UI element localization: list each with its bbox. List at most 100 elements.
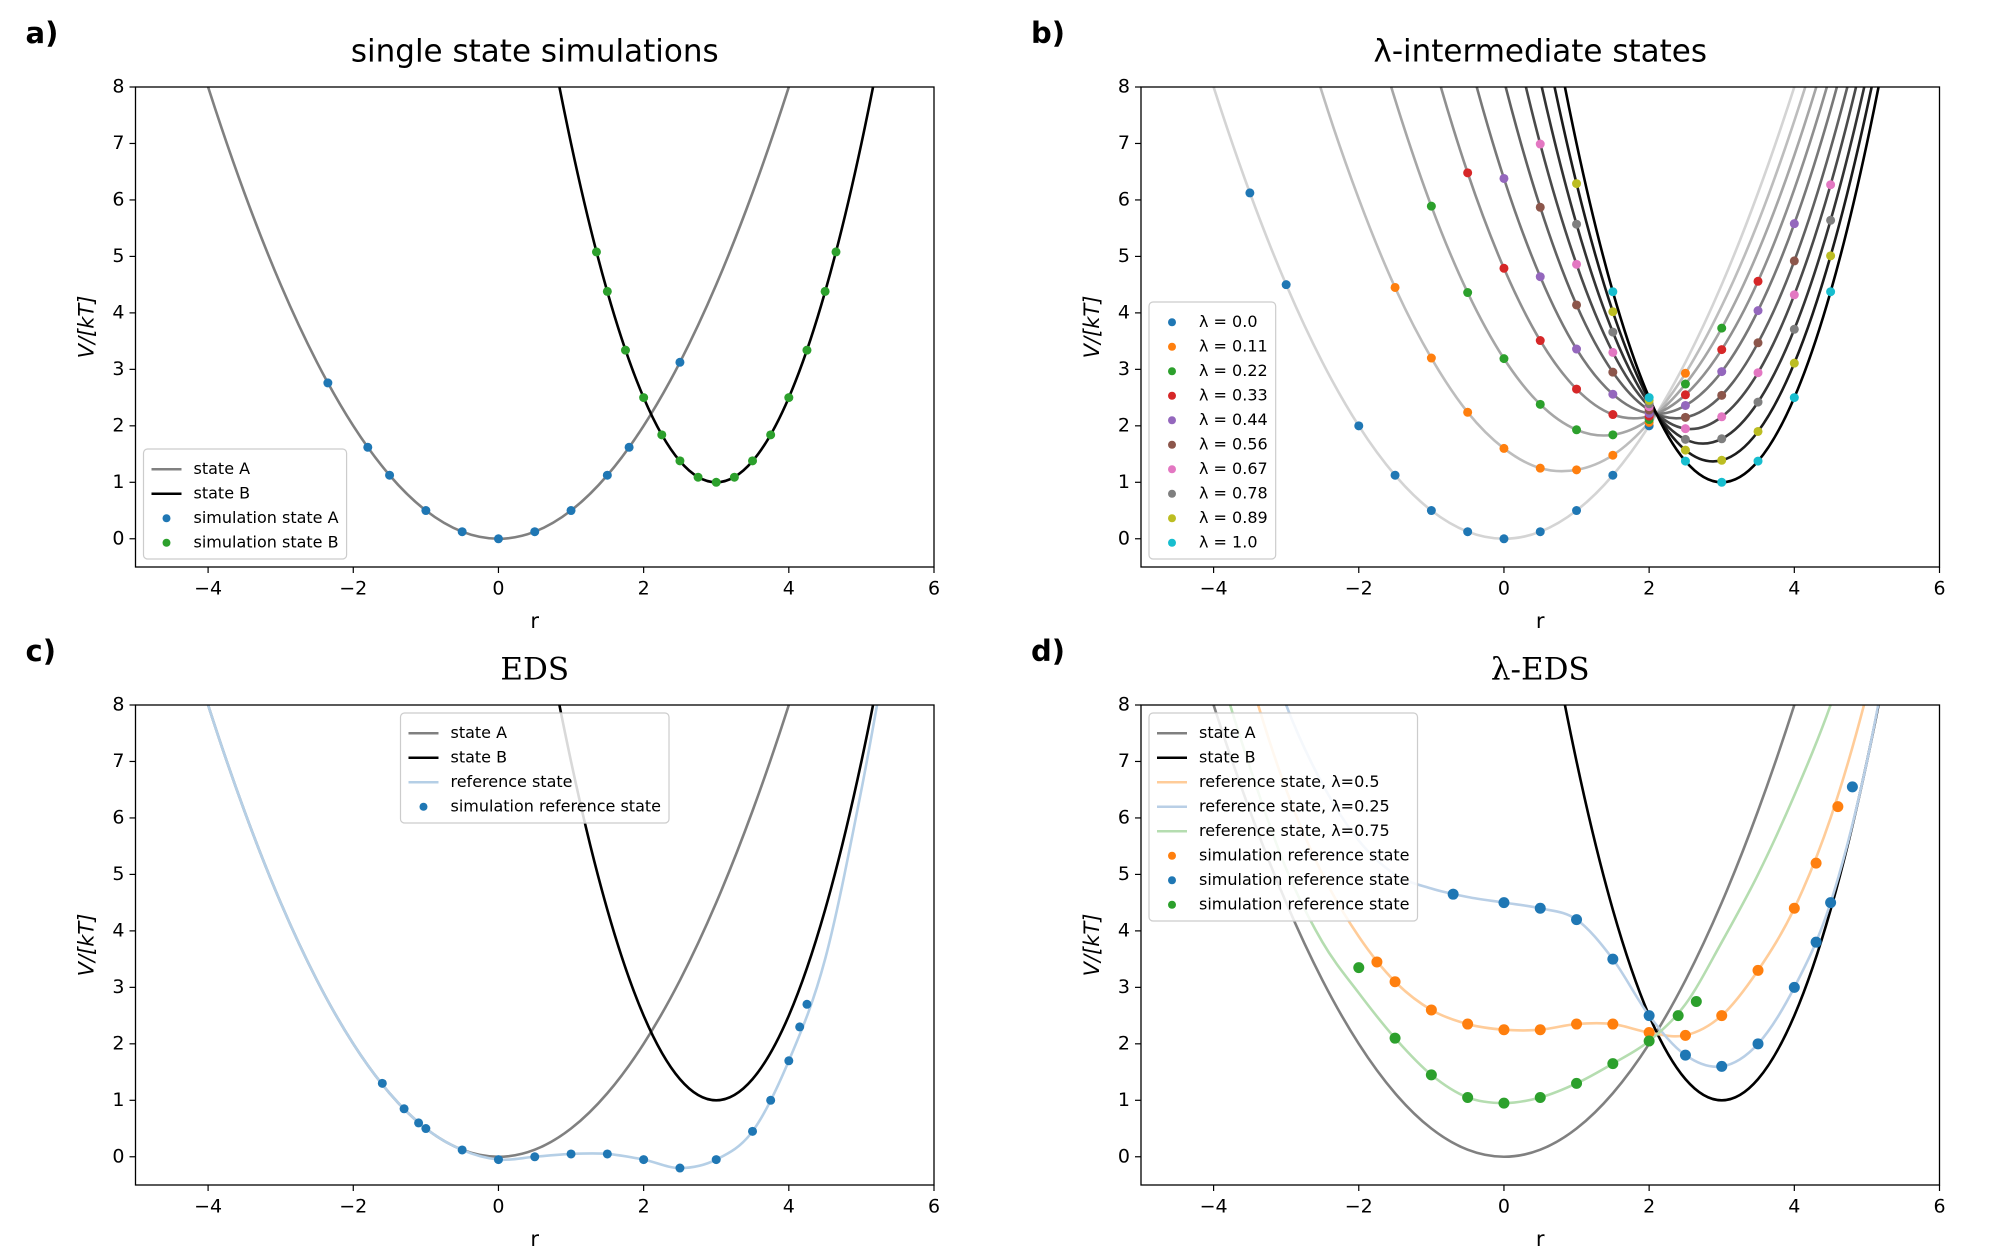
legend-handle <box>1168 440 1176 449</box>
point <box>620 345 630 355</box>
point <box>1572 300 1582 310</box>
point <box>1789 324 1799 334</box>
legend-handle <box>1168 367 1176 376</box>
legend: state A state B simulation state A simulati… <box>142 448 348 560</box>
x-tick-label: 2 <box>1643 578 1655 600</box>
x-tick-label: 4 <box>1788 578 1800 600</box>
point <box>1752 964 1764 976</box>
point <box>1389 1032 1401 1044</box>
point <box>1608 410 1618 420</box>
point <box>1571 1018 1583 1030</box>
point <box>1608 347 1618 357</box>
point <box>399 1104 409 1114</box>
point <box>1716 1010 1728 1022</box>
point <box>1498 1097 1510 1109</box>
point <box>1607 953 1619 965</box>
point <box>748 1126 758 1136</box>
point <box>624 442 634 452</box>
point <box>1572 179 1582 189</box>
x-axis-label: r <box>1536 1227 1545 1247</box>
point <box>1463 288 1473 298</box>
point <box>421 506 431 516</box>
y-tick-label: 1 <box>112 1089 124 1111</box>
y-tick-label: 0 <box>1118 1145 1130 1167</box>
point <box>1643 1010 1655 1022</box>
legend-label: λ = 0.89 <box>1199 508 1268 527</box>
point <box>1498 897 1510 909</box>
x-tick-label: −2 <box>339 1196 367 1218</box>
y-tick-label: 8 <box>112 694 124 716</box>
point <box>1425 1004 1437 1016</box>
y-tick-label: 3 <box>112 358 124 380</box>
point <box>1281 280 1291 290</box>
legend-handle <box>1168 465 1176 474</box>
legend-handle <box>1168 514 1176 523</box>
line <box>206 87 791 541</box>
y-axis-label: V/[kT] <box>75 914 99 977</box>
y-tick-label: 3 <box>1118 976 1130 998</box>
y-tick-label: 5 <box>1118 245 1130 267</box>
x-tick-label: 4 <box>783 1196 795 1218</box>
point <box>1717 434 1727 444</box>
y-tick-label: 7 <box>112 750 124 772</box>
legend: λ = 0.0 λ = 0.11 λ = 0.22 λ = 0.33 λ = 0.44 λ… <box>1148 301 1277 560</box>
point <box>591 247 601 257</box>
x-axis-label: r <box>530 1227 539 1247</box>
legend-label: state A <box>194 459 251 478</box>
legend: state A state B reference state simulation … <box>399 712 670 824</box>
legend-label: state B <box>450 747 507 766</box>
point <box>566 506 576 516</box>
point <box>1717 390 1727 400</box>
point <box>1608 389 1618 399</box>
point <box>831 247 841 257</box>
y-tick-label: 2 <box>1118 1032 1130 1054</box>
y-tick-label: 3 <box>112 976 124 998</box>
legend-label: state A <box>1199 723 1256 742</box>
point <box>1680 456 1690 466</box>
point <box>1717 455 1727 465</box>
chart-title: λ-intermediate states <box>1373 34 1707 70</box>
panel: b) λ-intermediate states r V/[kT] −4 −2 0 2 4 6 0 1… <box>1031 16 1946 633</box>
chart-title: EDS <box>500 652 569 688</box>
axes-frame <box>1140 704 1941 1186</box>
point <box>639 393 649 403</box>
legend-handle <box>162 538 171 547</box>
x-tick-label: 6 <box>928 578 940 600</box>
legend-label: λ = 0.11 <box>1199 336 1268 355</box>
x-tick-label: 4 <box>1788 1196 1800 1218</box>
chart-title: single state simulations <box>351 34 719 70</box>
point <box>1499 354 1509 364</box>
line <box>1563 705 1880 1102</box>
y-tick-label: 0 <box>112 1145 124 1167</box>
point <box>530 527 540 537</box>
point <box>1535 139 1545 149</box>
point <box>421 1124 431 1134</box>
point <box>1426 506 1436 516</box>
y-tick-label: 6 <box>112 188 124 210</box>
point <box>802 345 812 355</box>
x-tick-label: 6 <box>1933 1196 1945 1218</box>
point <box>1462 1091 1474 1103</box>
point <box>493 1155 503 1165</box>
y-tick-label: 4 <box>112 919 124 941</box>
point <box>1608 367 1618 377</box>
point <box>1499 534 1509 544</box>
legend-label: simulation reference state <box>1199 845 1410 864</box>
point <box>1788 902 1800 914</box>
legend-handle <box>1168 538 1176 547</box>
point <box>1832 801 1844 813</box>
legend-handle <box>1168 900 1176 909</box>
point <box>1644 393 1654 403</box>
point <box>1716 1060 1728 1072</box>
legend-label: reference state, λ=0.5 <box>1199 772 1380 791</box>
legend-frame <box>142 448 348 560</box>
point <box>711 1155 721 1165</box>
y-tick-label: 4 <box>112 301 124 323</box>
point <box>802 999 812 1009</box>
panel-label: a) <box>26 16 59 50</box>
point <box>414 1118 424 1128</box>
point <box>1789 393 1799 403</box>
point <box>748 456 758 466</box>
line <box>558 87 875 484</box>
point <box>385 470 395 480</box>
